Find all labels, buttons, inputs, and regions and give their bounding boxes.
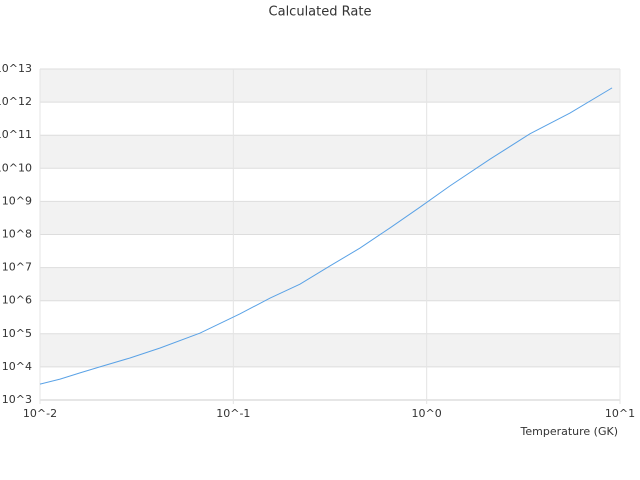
x-axis-label: Temperature (GK) <box>520 425 619 438</box>
y-tick-label: 10^9 <box>2 194 32 207</box>
y-tick-label: 10^11 <box>0 128 32 141</box>
y-tick-label: 10^3 <box>2 393 32 406</box>
x-tick-label: 10^0 <box>412 407 442 420</box>
y-tick-label: 10^13 <box>0 62 32 75</box>
y-tick-label: 10^10 <box>0 161 32 174</box>
band <box>40 135 620 169</box>
y-tick-label: 10^5 <box>2 327 32 340</box>
y-tick-label: 10^7 <box>2 261 32 274</box>
band <box>40 69 620 103</box>
band <box>40 267 620 301</box>
x-tick-label: 10^-2 <box>23 407 57 420</box>
y-tick-label: 10^12 <box>0 95 32 108</box>
x-tick-label: 10^1 <box>605 407 635 420</box>
x-tick-label: 10^-1 <box>216 407 250 420</box>
line <box>39 87 613 385</box>
y-tick-label: 10^8 <box>2 228 32 241</box>
band <box>40 201 620 235</box>
y-tick-label: 10^6 <box>2 294 32 307</box>
band <box>40 333 620 367</box>
bands <box>40 69 620 367</box>
chart-title: Calculated Rate <box>269 5 372 20</box>
y-tick-label: 10^4 <box>2 360 32 373</box>
